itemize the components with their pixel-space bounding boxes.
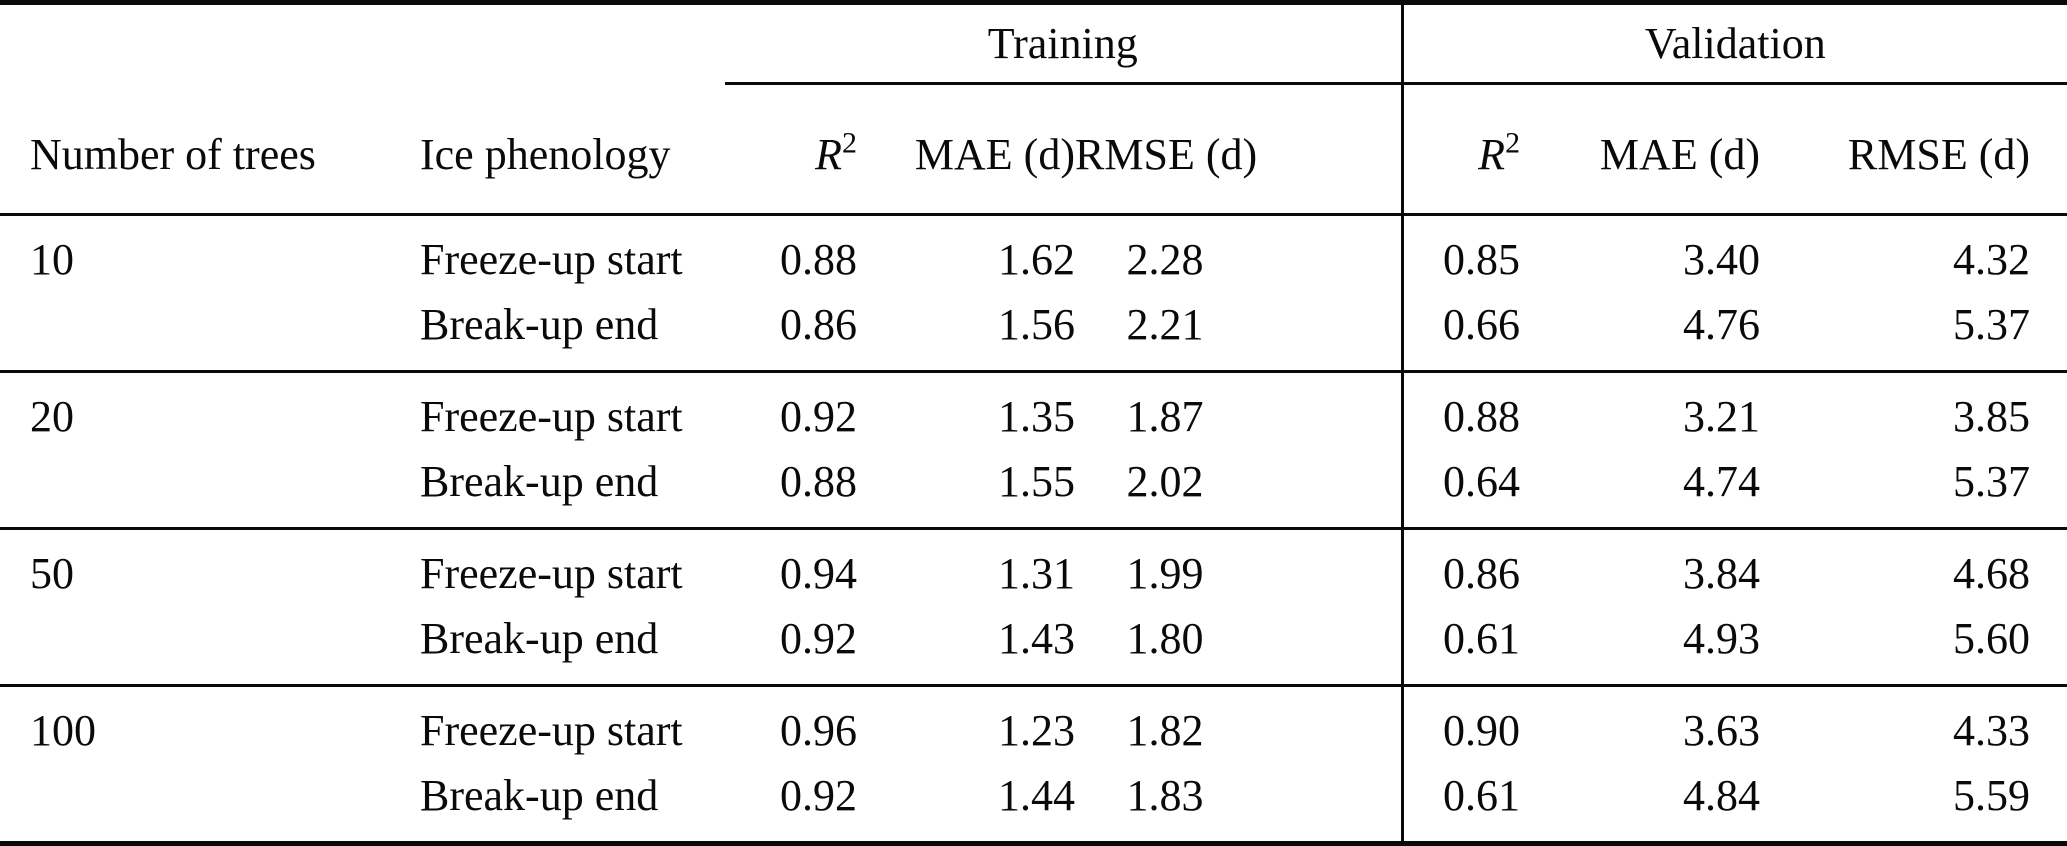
col-header-val-r2: R2 bbox=[1400, 83, 1521, 215]
train-mae-cell: 1.62 bbox=[998, 235, 1075, 284]
col-header-train-mae: MAE (d) bbox=[914, 130, 1075, 179]
val-rmse-cell: 5.59 bbox=[1953, 771, 2031, 820]
val-rmse-cell: 5.37 bbox=[1953, 300, 2031, 349]
val-r2-cell: 0.85 bbox=[1400, 214, 1521, 292]
train-rmse-cell: 1.87 bbox=[1126, 392, 1204, 441]
train-mae-cell: 1.35 bbox=[998, 392, 1075, 441]
val-mae-cell: 4.93 bbox=[1683, 614, 1761, 663]
train-mae-cell: 1.31 bbox=[998, 549, 1075, 598]
train-mae-cell: 1.23 bbox=[998, 706, 1075, 755]
table-row: 10 Freeze-up start 0.88 1.62 2.28 0.85 3… bbox=[0, 214, 2067, 292]
val-rmse-cell: 5.60 bbox=[1953, 614, 2031, 663]
train-rmse-cell: 1.83 bbox=[1126, 771, 1204, 820]
train-rmse-cell: 1.99 bbox=[1126, 549, 1204, 598]
train-rmse-cell: 2.21 bbox=[1126, 300, 1204, 349]
val-mae-cell: 3.84 bbox=[1683, 549, 1761, 598]
col-header-train-rmse: RMSE (d) bbox=[1075, 130, 1258, 179]
trees-cell bbox=[0, 763, 385, 844]
group-header-row: Training Validation bbox=[0, 2, 2067, 85]
train-rmse-cell: 1.82 bbox=[1126, 706, 1204, 755]
train-r2-cell: 0.88 bbox=[780, 235, 857, 284]
val-r2-cell: 0.64 bbox=[1400, 449, 1521, 529]
trees-cell bbox=[0, 449, 385, 529]
phenology-cell: Break-up end bbox=[420, 457, 659, 506]
group-20: 20 Freeze-up start 0.92 1.35 1.87 0.88 3… bbox=[0, 371, 2067, 529]
train-r2-cell: 0.94 bbox=[780, 549, 857, 598]
phenology-cell: Break-up end bbox=[420, 614, 659, 663]
val-rmse-cell: 4.33 bbox=[1953, 706, 2031, 755]
val-rmse-cell: 4.32 bbox=[1953, 235, 2031, 284]
table-row: 100 Freeze-up start 0.96 1.23 1.82 0.90 … bbox=[0, 685, 2067, 763]
group-10: 10 Freeze-up start 0.88 1.62 2.28 0.85 3… bbox=[0, 214, 2067, 372]
train-r2-cell: 0.92 bbox=[780, 771, 857, 820]
val-r2-cell: 0.61 bbox=[1400, 763, 1521, 844]
trees-cell bbox=[0, 292, 385, 372]
train-mae-cell: 1.44 bbox=[998, 771, 1075, 820]
trees-cell: 100 bbox=[30, 706, 96, 755]
val-mae-cell: 4.74 bbox=[1683, 457, 1761, 506]
phenology-cell: Freeze-up start bbox=[420, 706, 683, 755]
col-header-train-r2: R2 bbox=[725, 84, 857, 215]
val-rmse-cell: 5.37 bbox=[1953, 457, 2031, 506]
group-100: 100 Freeze-up start 0.96 1.23 1.82 0.90 … bbox=[0, 685, 2067, 844]
phenology-cell: Freeze-up start bbox=[420, 549, 683, 598]
group-header-training: Training bbox=[725, 2, 1403, 85]
train-rmse-cell: 2.28 bbox=[1126, 235, 1204, 284]
train-r2-cell: 0.92 bbox=[780, 614, 857, 663]
table-row: Break-up end 0.92 1.43 1.80 0.61 4.93 5.… bbox=[0, 606, 2067, 686]
trees-cell: 20 bbox=[30, 392, 74, 441]
table-row: 50 Freeze-up start 0.94 1.31 1.99 0.86 3… bbox=[0, 528, 2067, 606]
r2-superscript: 2 bbox=[842, 126, 857, 160]
group-header-validation: Validation bbox=[1400, 2, 2067, 85]
val-mae-cell: 4.76 bbox=[1683, 300, 1761, 349]
phenology-cell: Break-up end bbox=[420, 771, 659, 820]
col-header-val-mae: MAE (d) bbox=[1599, 130, 1761, 179]
train-r2-cell: 0.88 bbox=[780, 457, 857, 506]
train-rmse-cell: 2.02 bbox=[1126, 457, 1204, 506]
trees-cell: 50 bbox=[30, 549, 74, 598]
r2-base: R bbox=[1478, 130, 1506, 179]
table-row: Break-up end 0.86 1.56 2.21 0.66 4.76 5.… bbox=[0, 292, 2067, 372]
train-r2-cell: 0.92 bbox=[780, 392, 857, 441]
train-r2-cell: 0.86 bbox=[780, 300, 857, 349]
table-row: 20 Freeze-up start 0.92 1.35 1.87 0.88 3… bbox=[0, 371, 2067, 449]
group-header-spacer bbox=[0, 3, 725, 84]
train-mae-cell: 1.55 bbox=[998, 457, 1075, 506]
val-r2-cell: 0.86 bbox=[1400, 528, 1521, 606]
table-row: Break-up end 0.92 1.44 1.83 0.61 4.84 5.… bbox=[0, 763, 2067, 844]
val-mae-cell: 4.84 bbox=[1683, 771, 1761, 820]
phenology-cell: Freeze-up start bbox=[420, 392, 683, 441]
col-header-number-of-trees: Number of trees bbox=[30, 130, 316, 179]
column-header-row: Number of trees Ice phenology R2 MAE (d)… bbox=[0, 83, 2067, 215]
val-r2-cell: 0.66 bbox=[1400, 292, 1521, 372]
train-mae-cell: 1.56 bbox=[998, 300, 1075, 349]
table-row: Break-up end 0.88 1.55 2.02 0.64 4.74 5.… bbox=[0, 449, 2067, 529]
val-rmse-cell: 4.68 bbox=[1953, 549, 2031, 598]
val-r2-cell: 0.61 bbox=[1400, 606, 1521, 686]
train-mae-cell: 1.43 bbox=[998, 614, 1075, 663]
r2-superscript: 2 bbox=[1505, 126, 1521, 160]
col-header-val-rmse: RMSE (d) bbox=[1847, 130, 2031, 179]
phenology-cell: Break-up end bbox=[420, 300, 659, 349]
val-r2-cell: 0.90 bbox=[1400, 685, 1521, 763]
trees-cell bbox=[0, 606, 385, 686]
val-mae-cell: 3.40 bbox=[1683, 235, 1761, 284]
val-mae-cell: 3.21 bbox=[1683, 392, 1761, 441]
col-header-ice-phenology: Ice phenology bbox=[420, 130, 671, 179]
phenology-cell: Freeze-up start bbox=[420, 235, 683, 284]
val-rmse-cell: 3.85 bbox=[1953, 392, 2031, 441]
table-header: Training Validation Number of trees Ice … bbox=[0, 2, 2067, 215]
train-rmse-cell: 1.80 bbox=[1126, 614, 1204, 663]
r2-base: R bbox=[815, 130, 843, 179]
val-r2-cell: 0.88 bbox=[1400, 371, 1521, 449]
val-mae-cell: 3.63 bbox=[1683, 706, 1761, 755]
trees-cell: 10 bbox=[30, 235, 74, 284]
group-50: 50 Freeze-up start 0.94 1.31 1.99 0.86 3… bbox=[0, 528, 2067, 686]
train-r2-cell: 0.96 bbox=[780, 706, 857, 755]
